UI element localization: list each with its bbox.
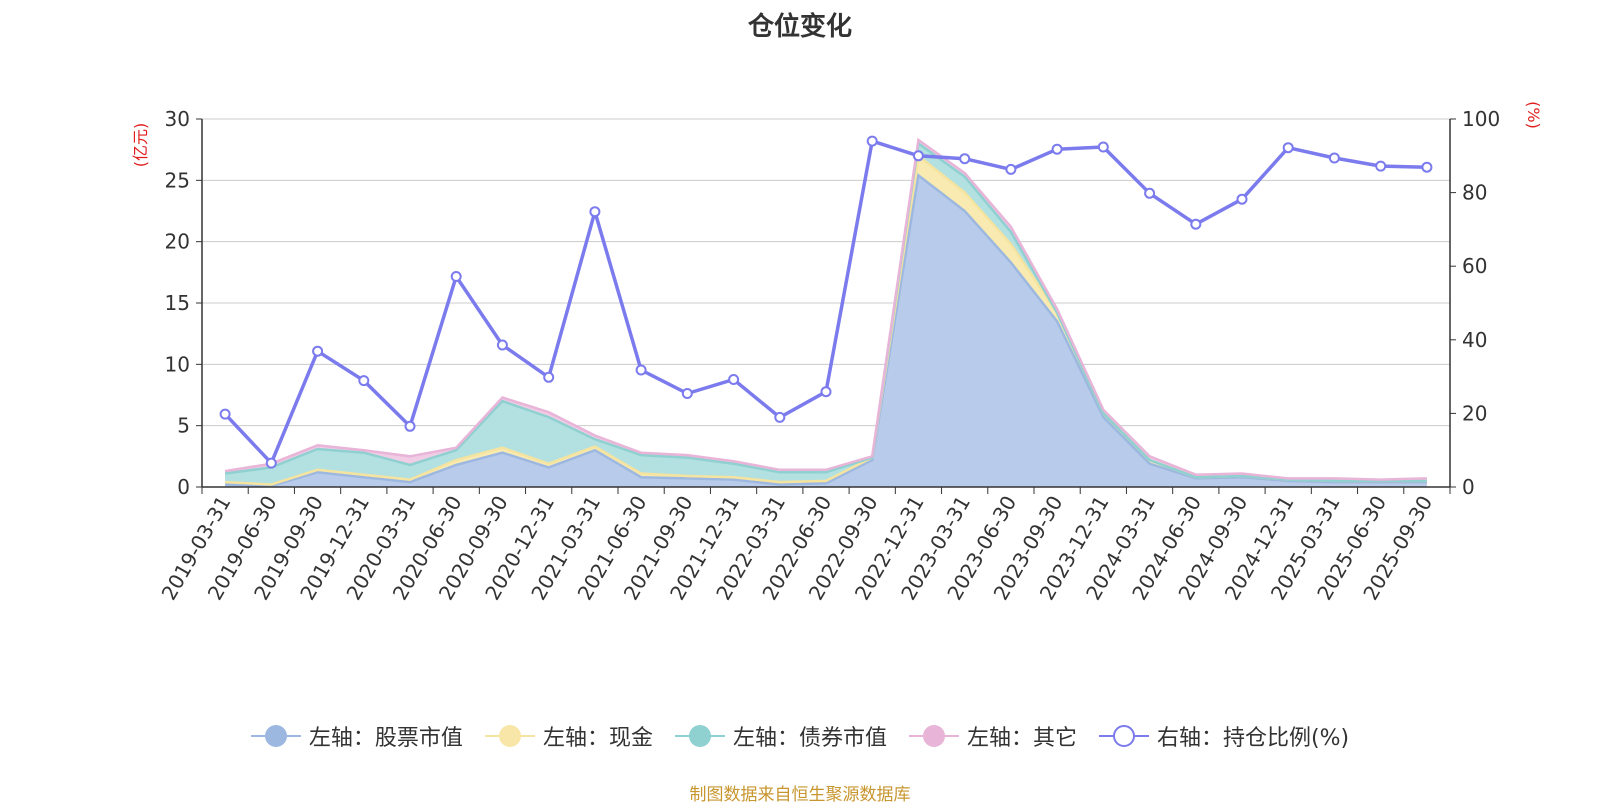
area-edge-左轴：股票市值 xyxy=(225,173,1427,488)
legend-label: 左轴：现金 xyxy=(542,726,653,751)
chart-legend: 左轴：股票市值 左轴：现金 左轴：债券市值 左轴：其它 右轴：持仓比例(%) xyxy=(0,720,1600,752)
chart-title: 仓位变化 xyxy=(747,12,852,42)
line-point xyxy=(543,371,555,383)
legend-swatch-icon xyxy=(484,722,535,750)
right-tick-label: 80 xyxy=(1462,181,1487,205)
line-point xyxy=(496,339,508,351)
line-point xyxy=(589,206,601,218)
legend-item[interactable]: 左轴：其它 xyxy=(908,720,1077,752)
legend-item[interactable]: 左轴：债券市值 xyxy=(674,720,887,752)
area-左轴：现金 xyxy=(225,155,1427,488)
line-point xyxy=(820,386,832,398)
legend-label: 左轴：股票市值 xyxy=(308,726,463,751)
right-tick-label: 100 xyxy=(1462,107,1500,131)
line-holding-ratio xyxy=(223,139,1427,465)
area-edge-左轴：现金 xyxy=(225,153,1427,486)
source-note: 制图数据来自恒生聚源数据库 xyxy=(689,785,911,805)
area-左轴：股票市值 xyxy=(225,175,1427,487)
line-point xyxy=(728,374,740,385)
line-point xyxy=(1421,161,1433,173)
left-axis-unit: (亿元) xyxy=(131,123,150,168)
legend-label: 右轴：持仓比例(%) xyxy=(1156,726,1350,751)
area-edge-左轴：其它 xyxy=(224,137,1427,481)
line-point xyxy=(1375,160,1387,172)
legend-item[interactable]: 左轴：股票市值 xyxy=(250,720,463,752)
legend-label: 左轴：债券市值 xyxy=(732,726,887,751)
left-tick-label: 20 xyxy=(165,230,190,254)
line-point xyxy=(1144,187,1156,199)
line-point xyxy=(681,388,693,399)
line-point xyxy=(635,364,647,376)
legend-swatch-icon xyxy=(1098,722,1149,750)
area-edge-左轴：债券市值 xyxy=(224,141,1427,483)
left-tick-label: 25 xyxy=(165,168,190,192)
right-axis-unit: (%) xyxy=(1524,101,1543,129)
legend-swatch-icon xyxy=(674,722,725,750)
legend-swatch-icon xyxy=(250,722,301,750)
right-tick-label: 20 xyxy=(1462,401,1487,425)
left-tick-label: 30 xyxy=(165,107,190,131)
legend-label: 左轴：其它 xyxy=(966,726,1077,751)
line-point xyxy=(1097,141,1109,153)
line-point xyxy=(1328,152,1340,164)
area-左轴：债券市值 xyxy=(225,143,1427,487)
line-point xyxy=(265,457,277,469)
line-point xyxy=(312,345,324,357)
left-tick-label: 5 xyxy=(177,414,190,438)
line-point xyxy=(774,411,786,423)
line-point xyxy=(1005,163,1017,175)
line-point xyxy=(404,420,416,432)
left-tick-label: 10 xyxy=(165,352,190,376)
left-tick-label: 15 xyxy=(165,291,190,315)
right-tick-label: 40 xyxy=(1462,328,1487,352)
line-point xyxy=(1051,143,1063,155)
line-point xyxy=(1190,218,1202,230)
right-tick-label: 60 xyxy=(1462,254,1487,278)
legend-swatch-icon xyxy=(908,722,959,750)
left-tick-label: 0 xyxy=(177,475,190,499)
line-point xyxy=(358,375,370,387)
line-point xyxy=(866,135,878,147)
legend-item[interactable]: 右轴：持仓比例(%) xyxy=(1098,720,1350,752)
line-point xyxy=(959,153,971,165)
line-point xyxy=(1282,142,1294,154)
line-point xyxy=(219,408,231,420)
line-point xyxy=(1236,193,1248,205)
legend-item[interactable]: 左轴：现金 xyxy=(484,720,653,752)
right-tick-label: 0 xyxy=(1462,475,1475,499)
line-point xyxy=(912,150,924,162)
line-point xyxy=(450,271,462,282)
